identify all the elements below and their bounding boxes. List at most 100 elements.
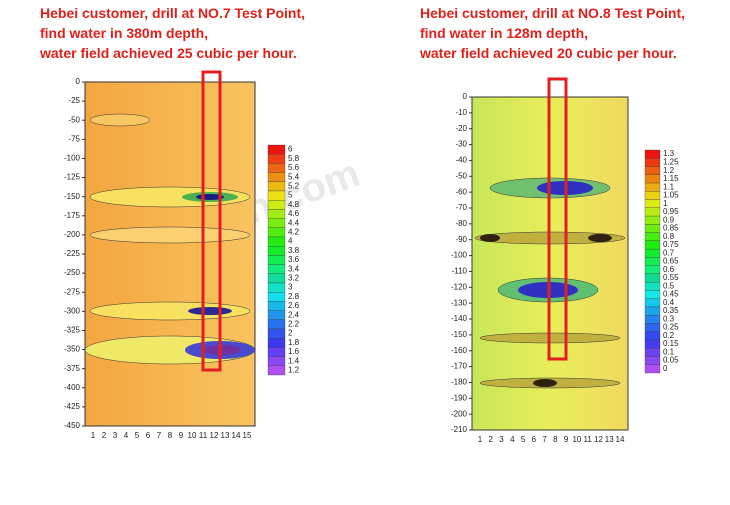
- x-tick-label: 10: [188, 431, 197, 440]
- x-tick-label: 8: [553, 435, 558, 444]
- y-tick-label: -275: [64, 287, 81, 296]
- colorbar-cell: [644, 248, 661, 258]
- colorbar-cell: [644, 207, 661, 217]
- colorbar-cell: [267, 338, 286, 348]
- colorbar-cell: [267, 319, 286, 330]
- x-tick-label: 1: [478, 435, 483, 444]
- x-tick-label: 1: [91, 431, 96, 440]
- colorbar-label: 1.4: [288, 356, 300, 365]
- y-tick-label: -375: [64, 364, 81, 373]
- y-tick-label: -425: [64, 402, 81, 411]
- x-tick-label: 6: [146, 431, 151, 440]
- colorbar-cell: [267, 255, 286, 265]
- colorbar-label: 2: [288, 329, 293, 338]
- colorbar-cell: [267, 172, 286, 182]
- colorbar-label: 0.65: [663, 257, 679, 266]
- x-tick-label: 14: [232, 431, 241, 440]
- y-tick-label: 0: [463, 92, 468, 101]
- colorbar-cell: [267, 218, 286, 228]
- y-tick-label: -75: [68, 134, 80, 143]
- y-tick-label: -250: [64, 268, 81, 277]
- x-tick-label: 12: [210, 431, 219, 440]
- x-tick-label: 13: [605, 435, 614, 444]
- x-tick-label: 3: [499, 435, 504, 444]
- colorbar-label: 0.35: [663, 306, 679, 315]
- colorbar-cell: [267, 356, 286, 366]
- y-tick-label: -200: [64, 230, 81, 239]
- caption: Hebei customer, drill at NO.8 Test Point…: [420, 5, 685, 21]
- y-tick-label: -110: [452, 267, 468, 276]
- y-tick-label: -30: [455, 140, 467, 149]
- x-tick-label: 9: [564, 435, 569, 444]
- y-tick-label: -150: [64, 192, 81, 201]
- x-tick-label: 2: [102, 431, 107, 440]
- x-tick-label: 14: [616, 435, 625, 444]
- colorbar-cell: [267, 163, 286, 173]
- x-tick-label: 4: [124, 431, 129, 440]
- colorbar-cell: [644, 240, 661, 250]
- x-tick-label: 11: [199, 431, 208, 440]
- colorbar-label: 4.2: [288, 228, 300, 237]
- colorbar-cell: [644, 315, 661, 324]
- x-tick-label: 13: [221, 431, 230, 440]
- colorbar-label: 1.2: [288, 366, 300, 375]
- x-tick-label: 7: [157, 431, 162, 440]
- colorbar-label: 5: [288, 191, 293, 200]
- colorbar-label: 0.15: [663, 339, 679, 348]
- colorbar-cell: [644, 273, 661, 283]
- colorbar-label: 1.25: [663, 157, 679, 166]
- caption: find water in 128m depth,: [420, 25, 588, 41]
- colorbar-cell: [267, 227, 286, 238]
- colorbar-label: 0.05: [663, 356, 679, 365]
- x-tick-label: 5: [521, 435, 526, 444]
- y-tick-label: -350: [64, 345, 81, 354]
- colorbar-label: 0.45: [663, 290, 679, 299]
- colorbar-label: 0.4: [663, 298, 675, 307]
- colorbar-label: 0.5: [663, 281, 675, 290]
- colorbar-label: 4.4: [288, 218, 300, 227]
- colorbar-cell: [644, 281, 661, 291]
- caption: Hebei customer, drill at NO.7 Test Point…: [40, 5, 305, 21]
- y-tick-label: -90: [455, 235, 467, 244]
- y-tick-label: -80: [455, 219, 467, 228]
- colorbar-label: 3: [288, 283, 293, 292]
- y-tick-label: -450: [64, 421, 81, 430]
- colorbar-label: 5.8: [288, 154, 300, 163]
- colorbar-label: 1.6: [288, 347, 300, 356]
- y-tick-label: 0: [76, 77, 81, 86]
- colorbar-cell: [644, 215, 661, 225]
- colorbar-cell: [267, 154, 286, 164]
- colorbar-label: 4.8: [288, 200, 300, 209]
- contour-plot: [84, 70, 256, 427]
- y-tick-label: -140: [451, 314, 468, 323]
- x-tick-label: 15: [243, 431, 252, 440]
- colorbar-label: 0.9: [663, 215, 675, 224]
- colorbar-label: 0.2: [663, 331, 675, 340]
- colorbar-label: 0.55: [663, 273, 679, 282]
- y-tick-label: -50: [455, 171, 467, 180]
- colorbar-cell: [267, 209, 286, 219]
- colorbar-label: 1.3: [663, 149, 675, 158]
- colorbar-label: 2.2: [288, 320, 300, 329]
- colorbar-label: 3.4: [288, 264, 300, 273]
- x-tick-label: 12: [594, 435, 603, 444]
- y-tick-label: -60: [455, 187, 467, 196]
- y-tick-label: -300: [64, 306, 81, 315]
- y-tick-label: -160: [451, 346, 468, 355]
- colorbar-cell: [644, 182, 661, 192]
- colorbar-cell: [644, 298, 661, 308]
- y-tick-label: -130: [451, 298, 468, 307]
- x-tick-label: 10: [572, 435, 581, 444]
- x-tick-label: 6: [532, 435, 537, 444]
- colorbar-label: 1: [663, 199, 668, 208]
- y-tick-label: -170: [451, 362, 468, 371]
- colorbar-cell: [644, 199, 661, 208]
- colorbar-label: 4: [288, 237, 293, 246]
- x-tick-label: 3: [113, 431, 118, 440]
- colorbar-cell: [267, 347, 286, 357]
- y-tick-label: -50: [68, 115, 80, 124]
- colorbar-cell: [267, 264, 286, 274]
- y-tick-label: -200: [451, 409, 468, 418]
- caption: water field achieved 25 cubic per hour.: [39, 45, 297, 61]
